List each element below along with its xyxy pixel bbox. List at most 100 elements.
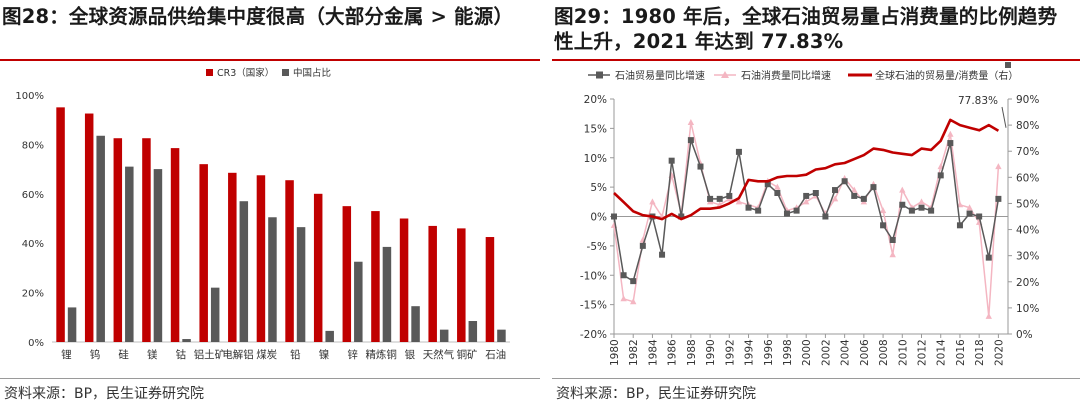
trade-growth-point <box>995 195 1002 202</box>
x-tick-label: 2002 <box>820 339 832 366</box>
consumption-growth-point <box>831 195 839 202</box>
x-tick-label: 1990 <box>705 339 717 366</box>
right-tick-label: 80% <box>1016 120 1039 132</box>
left-tick-label: -10% <box>580 270 607 282</box>
trade-growth-point <box>745 204 752 211</box>
legend-swatch <box>282 69 289 76</box>
china-share-bar <box>382 246 392 342</box>
trade-growth-point <box>860 195 867 202</box>
cr3-bar <box>457 228 466 342</box>
china-share-bar <box>239 201 249 342</box>
consumption-growth-point <box>649 198 656 205</box>
category-label: 钴 <box>176 349 187 361</box>
trade-growth-point <box>966 210 973 217</box>
category-label: 镁 <box>147 348 158 361</box>
trade-growth-point <box>985 254 992 261</box>
y-tick-label: 20% <box>22 289 44 300</box>
cr3-bar <box>199 164 208 342</box>
cr3-bar <box>485 237 495 342</box>
oil-trade-line-chart: -20% -15% -10% -5% 0% 5% 10% 15% 20% 0% 10% 20% 30% 4… <box>580 62 1039 366</box>
y-tick-label: 80% <box>22 140 44 151</box>
x-tick-label: 2008 <box>878 339 890 366</box>
right-tick-label: 10% <box>1016 303 1039 315</box>
right-tick-label: 90% <box>1016 94 1039 106</box>
x-tick-label: 1982 <box>628 339 640 366</box>
cr3-bar-chart: 0% 20% 40% 60% 80% 100% CR3（国家） 中国占比锂 钨 硅 镁 钴铝土矿电解铝… <box>15 67 510 361</box>
legend-label: 石油消费量同比增速 <box>741 69 831 82</box>
x-tick-label: 2010 <box>897 339 909 366</box>
consumption-growth-point <box>889 251 896 258</box>
cr3-bar <box>170 148 180 342</box>
x-tick-label: 1988 <box>686 339 698 366</box>
cr3-bar <box>428 225 437 342</box>
y-tick-label: 40% <box>22 239 44 250</box>
category-label: 铝土矿 <box>194 348 226 361</box>
cr3-bar <box>113 138 123 342</box>
trade-growth-point <box>735 148 742 155</box>
right-tick-label: 20% <box>1016 277 1039 289</box>
right-tick-label: 40% <box>1016 225 1039 237</box>
trade-growth-point <box>889 237 896 243</box>
category-label: 铜矿 <box>457 348 478 361</box>
consumption-growth-point <box>630 298 637 305</box>
x-tick-label: 2020 <box>993 339 1005 366</box>
category-label: 镍 <box>319 348 330 361</box>
trade-growth-point <box>764 181 771 188</box>
right-tick-label: 60% <box>1016 172 1039 184</box>
x-tick-label: 1996 <box>763 339 775 366</box>
category-label: 铅 <box>290 348 301 361</box>
china-share-bar <box>439 329 449 342</box>
china-share-bar <box>354 261 363 342</box>
figure-29-source-rule <box>552 378 1080 379</box>
china-share-bar <box>125 166 134 342</box>
consumption-growth-point <box>966 204 973 211</box>
annotation-leader <box>1001 106 1007 128</box>
category-label: 电解铝 <box>222 348 254 361</box>
trade-growth-point <box>937 172 944 179</box>
x-tick-label: 2014 <box>936 339 948 366</box>
figure-28-title: 图28：全球资源品供给集中度很高（大部分金属 > 能源） <box>2 5 514 28</box>
trade-growth-point <box>755 207 762 214</box>
category-label: 精炼铜 <box>365 348 397 361</box>
legend-square-marker <box>596 71 603 79</box>
figure-28-source: 资料来源：BP，民生证券研究院 <box>4 386 205 402</box>
trade-growth-point <box>659 251 666 258</box>
category-label: 硅 <box>118 348 129 361</box>
china-share-bar <box>268 217 277 342</box>
trade-growth-point <box>832 187 839 194</box>
figure-28-title-rule <box>0 59 540 61</box>
trade-growth-point <box>611 213 617 220</box>
trade-growth-point <box>726 192 733 199</box>
legend-label: CR3（国家） <box>217 67 274 79</box>
trade-growth-point <box>639 242 646 249</box>
china-share-bar <box>182 339 191 342</box>
trade-growth-point <box>687 137 694 144</box>
trade-growth-point <box>783 210 790 217</box>
figure-29-source: 资料来源：BP，民生证券研究院 <box>556 386 757 402</box>
cr3-bar <box>313 193 323 342</box>
cr3-bar <box>228 172 237 342</box>
trade-growth-point <box>976 213 983 220</box>
consumption-growth-line <box>613 122 1000 317</box>
right-tick-label: 30% <box>1016 251 1039 263</box>
right-tick-label: 70% <box>1016 146 1039 158</box>
category-label: 天然气 <box>423 348 455 361</box>
category-label: 石油 <box>485 348 506 361</box>
trade-growth-point <box>668 157 675 164</box>
cr3-bar <box>56 107 65 342</box>
trade-growth-point <box>803 192 810 199</box>
cr3-bar <box>342 206 352 342</box>
trade-growth-point <box>908 207 915 214</box>
category-label: 锂 <box>61 348 72 361</box>
x-tick-label: 2000 <box>801 339 813 366</box>
x-tick-label: 1994 <box>744 339 756 366</box>
cr3-bar <box>371 211 380 342</box>
trade-growth-point <box>928 207 935 214</box>
trade-growth-point <box>630 278 637 285</box>
china-share-bar <box>153 169 163 342</box>
consumption-growth-point <box>899 186 906 193</box>
x-tick-label: 2004 <box>840 339 852 366</box>
china-share-bar <box>468 321 478 342</box>
figure-29-title-rule <box>552 59 1080 61</box>
legend-swatch <box>206 69 213 76</box>
